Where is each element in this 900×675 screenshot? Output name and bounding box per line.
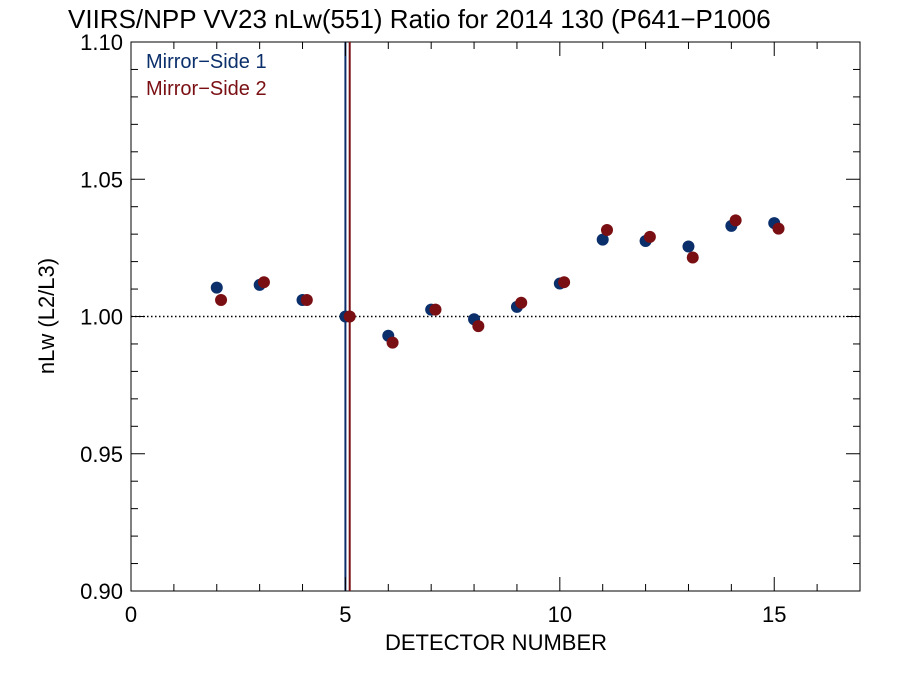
y-tick-label: 1.05 [80,167,123,192]
data-point-series-2 [643,230,656,243]
y-axis-label: nLw (L2/L3) [34,258,59,374]
data-point-series-2 [300,294,313,307]
data-point-series-1 [596,233,609,246]
x-tick-label: 15 [762,602,786,627]
x-tick-label: 5 [339,602,351,627]
data-point-series-2 [472,320,485,333]
x-tick-label: 10 [548,602,572,627]
x-tick-label: 0 [125,602,137,627]
data-point-series-2 [686,251,699,264]
x-axis-label: DETECTOR NUMBER [385,630,607,655]
data-point-series-2 [515,296,528,309]
y-tick-label: 0.95 [80,442,123,467]
data-point-series-2 [386,336,399,349]
plot-area: 0 5 10 15 0.90 0.95 1.00 1.05 1.10 Mirror−Side 1 M… [80,30,861,627]
y-tick-label: 0.90 [80,579,123,604]
data-point-series-2 [429,303,442,316]
legend-entry-2: Mirror−Side 2 [146,78,267,100]
data-point-series-2 [600,224,613,237]
data-point-series-2 [343,310,356,323]
data-point-series-2 [729,214,742,227]
chart-title: VIIRS/NPP VV23 nLw(551) Ratio for 2014 1… [68,4,771,34]
y-tick-label: 1.00 [80,305,123,330]
data-point-series-1 [682,240,695,253]
data-point-series-2 [257,276,270,289]
data-point-series-2 [558,276,571,289]
data-point-series-2 [772,222,785,235]
legend-entry-1: Mirror−Side 1 [146,51,267,73]
data-point-series-1 [210,281,223,294]
data-point-series-2 [215,294,228,307]
y-tick-label: 1.10 [80,30,123,55]
